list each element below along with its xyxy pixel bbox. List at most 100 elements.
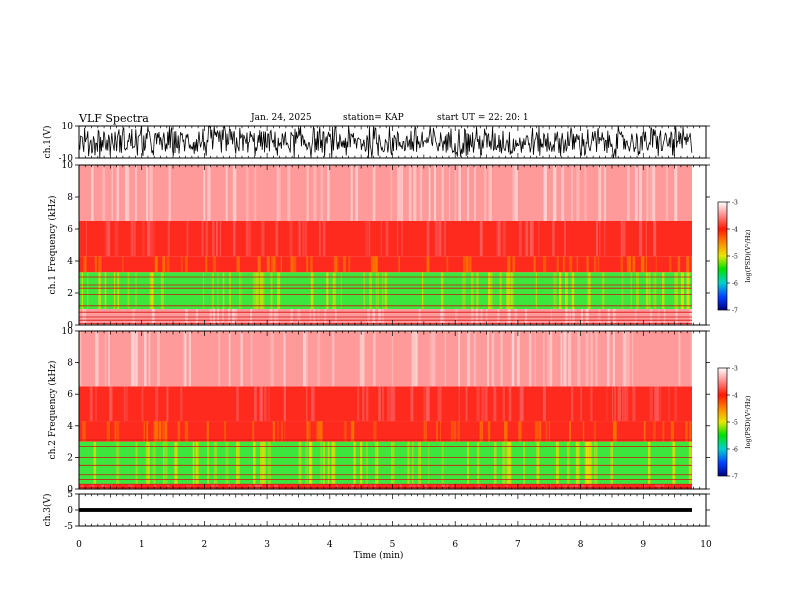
spectrogram-streak xyxy=(207,441,210,485)
spectrogram-streak xyxy=(104,272,107,309)
spectrogram-streak xyxy=(524,221,527,257)
x-tick-label: 0 xyxy=(76,540,82,550)
spectrogram-streak xyxy=(530,221,534,257)
spectrogram-streak xyxy=(658,484,660,489)
spectrogram-streak xyxy=(559,272,561,309)
spectrogram-streak xyxy=(627,165,630,221)
spectrogram-streak xyxy=(275,221,278,257)
spectrogram-streak xyxy=(545,165,547,221)
spectrogram-streak xyxy=(354,441,356,485)
spectrogram-streak xyxy=(359,484,361,489)
spectrogram-streak xyxy=(380,221,382,257)
spectrogram-streak xyxy=(677,256,681,273)
spectrogram-streak xyxy=(471,272,474,309)
spectrogram-streak xyxy=(260,441,264,485)
spectrogram-streak xyxy=(184,331,187,387)
spectrogram-streak xyxy=(488,272,491,309)
spectrogram-streak xyxy=(350,165,353,221)
spectrogram-streak xyxy=(228,331,231,387)
spectrogram-streak xyxy=(426,221,430,257)
spectrogram-streak xyxy=(400,484,402,489)
spectrogram-streak xyxy=(319,421,323,442)
spectrogram-streak xyxy=(89,386,92,422)
spectrogram-streak xyxy=(374,441,379,485)
spectrogram-band xyxy=(79,386,692,422)
spectrogram-streak xyxy=(259,272,264,309)
spectrogram-streak xyxy=(148,331,151,387)
spectrogram-streak xyxy=(454,165,457,221)
spectrogram-streak xyxy=(596,221,598,257)
spectrogram-streak xyxy=(306,165,309,221)
spectrogram-streak xyxy=(562,165,565,221)
spectrogram-streak xyxy=(261,221,265,257)
spectrogram-streak xyxy=(166,484,170,489)
spectrogram-streak xyxy=(132,484,134,489)
colorbar-tick-label: -6 xyxy=(732,281,738,288)
spectrogram-streak xyxy=(85,221,87,257)
spectrogram-streak xyxy=(689,421,692,442)
spectrogram-streak xyxy=(571,272,575,309)
spectrogram-streak xyxy=(114,221,118,257)
spectrogram-streak xyxy=(614,421,617,442)
spectrogram-streak xyxy=(518,421,522,442)
spectrogram-streak xyxy=(476,441,480,485)
spectrogram-streak xyxy=(432,331,436,387)
spectrogram-streak xyxy=(606,386,608,422)
spectrogram-streak xyxy=(186,484,189,489)
spectrogram-streak xyxy=(622,386,624,422)
spectrogram-streak xyxy=(433,484,436,489)
spectrogram-streak xyxy=(82,421,86,442)
colorbar-tick-label: -6 xyxy=(732,447,738,454)
spectrogram-streak xyxy=(343,421,346,442)
spectrogram-streak xyxy=(155,386,159,422)
spectrogram-streak xyxy=(500,331,503,387)
spectrogram-streak xyxy=(233,484,237,489)
spectrogram-streak xyxy=(305,331,308,387)
spectrogram-streak xyxy=(132,331,136,387)
spectrogram-streak xyxy=(263,272,265,309)
y-tick-label: 8 xyxy=(67,193,73,203)
spectrogram-streak xyxy=(547,331,551,387)
spectrogram-streak xyxy=(149,221,153,257)
spectrogram-streak xyxy=(646,165,649,221)
spectrogram-streak xyxy=(543,386,546,422)
spectrogram-streak xyxy=(458,165,461,221)
spectrogram-streak xyxy=(612,386,614,422)
spectrogram-streak xyxy=(570,484,572,489)
spectrogram-streak xyxy=(252,272,256,309)
spectrogram-ch1 xyxy=(79,165,706,325)
spectrogram-streak xyxy=(114,272,116,309)
spectrogram-streak xyxy=(639,165,643,221)
spectrogram-streak xyxy=(397,221,399,257)
spectrogram-streak xyxy=(677,272,679,309)
spectrogram-streak xyxy=(267,484,270,489)
spectrogram-streak xyxy=(207,165,211,221)
spectrogram-streak xyxy=(473,331,476,387)
spectrogram-streak xyxy=(153,221,155,257)
spectrogram-streak xyxy=(369,272,372,309)
spectrogram-streak xyxy=(166,386,169,422)
spectrogram-streak xyxy=(504,421,507,442)
spectrogram-streak xyxy=(502,386,505,422)
spectrogram-streak xyxy=(670,421,675,442)
spectrogram-streak xyxy=(276,484,278,489)
spectrogram-streak xyxy=(370,256,374,273)
spectrogram-streak xyxy=(168,165,171,221)
spectrogram-streak xyxy=(444,331,446,387)
spectrogram-streak xyxy=(512,256,516,273)
spectrogram-streak xyxy=(554,165,557,221)
spectrogram-streak xyxy=(263,386,267,422)
spectrogram-streak xyxy=(595,331,598,387)
spectrogram-streak xyxy=(489,272,493,309)
spectrogram-streak xyxy=(135,165,137,221)
colorbar-tick-label: -7 xyxy=(732,308,738,315)
spectrogram-streak xyxy=(417,484,421,489)
x-axis-label: Time (min) xyxy=(354,550,404,561)
spectrogram-streak xyxy=(680,272,684,309)
spectrogram-streak xyxy=(224,421,226,442)
colorbar-tick-label: -5 xyxy=(732,254,738,261)
no-data-region xyxy=(692,331,706,489)
spectrogram-streak xyxy=(131,331,135,387)
spectrogram-streak xyxy=(293,256,297,273)
